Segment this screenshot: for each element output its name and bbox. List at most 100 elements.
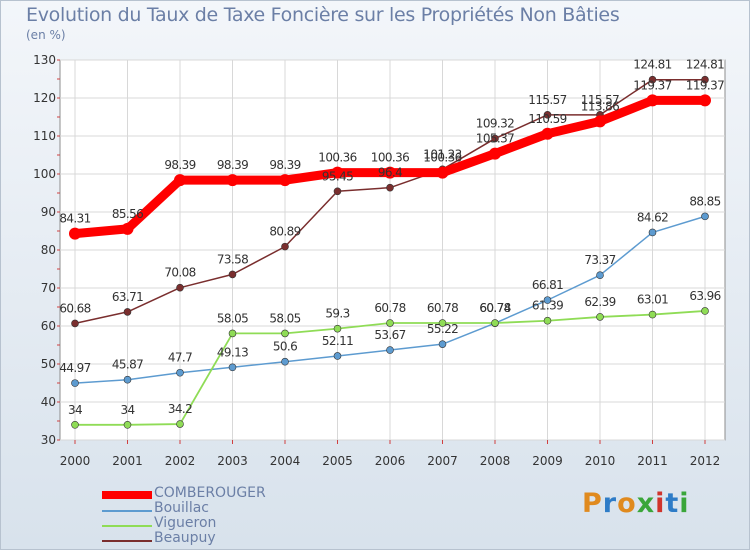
data-label: 53.67 <box>374 328 405 342</box>
legend-swatch <box>102 525 152 527</box>
data-label: 109.32 <box>476 117 514 131</box>
data-label: 47.7 <box>168 351 192 365</box>
data-label: 58.05 <box>217 311 248 325</box>
data-label: 98.39 <box>217 158 248 172</box>
proxiti-logo: Proxiti <box>582 488 690 519</box>
y-tick-label: 70 <box>41 281 56 295</box>
data-point-comberouger <box>594 115 606 128</box>
data-label: 101.23 <box>423 147 461 161</box>
data-point-vigueron <box>123 420 132 429</box>
y-tick-label: 100 <box>33 167 56 181</box>
x-tick-label: 2007 <box>427 454 458 468</box>
data-point-vigueron <box>281 329 289 338</box>
data-point-beaupuy <box>123 308 132 316</box>
data-label: 100.36 <box>318 151 356 165</box>
data-point-bouillac <box>176 368 184 377</box>
data-point-comberouger <box>699 94 711 107</box>
logo-letter: P <box>582 488 603 519</box>
data-label: 59.3 <box>325 307 349 321</box>
legend-label: Bouillac <box>154 500 209 516</box>
data-point-vigueron <box>176 420 184 428</box>
data-label: 66.81 <box>532 278 563 292</box>
data-label: 49.13 <box>217 345 248 359</box>
x-tick-label: 2003 <box>217 454 248 468</box>
legend-label: Vigueron <box>154 515 217 531</box>
data-label: 100.36 <box>423 151 461 165</box>
data-label: 61.39 <box>532 299 563 313</box>
data-label: 60.78 <box>427 301 458 315</box>
data-point-beaupuy <box>386 183 394 192</box>
data-point-comberouger <box>541 127 554 140</box>
data-label: 73.37 <box>584 253 615 267</box>
logo-letter: r <box>602 488 618 519</box>
x-tick-label: 2010 <box>585 454 616 468</box>
data-label: 73.58 <box>217 252 248 266</box>
data-point-beaupuy <box>701 75 709 84</box>
data-label: 34 <box>120 403 134 417</box>
data-point-vigueron <box>543 316 552 325</box>
legend-label: Beaupuy <box>154 530 216 546</box>
data-point-vigueron <box>333 324 342 333</box>
y-tick-label: 130 <box>33 53 56 67</box>
data-point-beaupuy <box>281 242 289 251</box>
data-label: 124.81 <box>633 58 671 72</box>
data-point-comberouger <box>384 166 396 179</box>
x-tick-label: 2006 <box>375 454 406 468</box>
data-label: 85.56 <box>112 207 143 221</box>
y-tick-label: 90 <box>41 205 56 219</box>
data-label: 60.78 <box>374 301 405 315</box>
data-point-beaupuy <box>333 187 342 196</box>
data-point-bouillac <box>71 379 79 387</box>
data-point-vigueron <box>438 319 447 327</box>
x-tick-label: 2009 <box>532 454 563 468</box>
data-point-bouillac <box>333 352 342 360</box>
logo-letter: t <box>665 488 680 519</box>
y-tick-label: 120 <box>33 91 56 105</box>
data-label: 100.36 <box>371 151 409 165</box>
data-point-beaupuy <box>71 319 79 328</box>
data-label: 124.81 <box>686 58 724 72</box>
data-point-bouillac <box>281 357 289 366</box>
data-point-bouillac <box>648 228 657 237</box>
data-label: 60.74 <box>479 301 510 315</box>
x-tick-label: 2008 <box>480 454 511 468</box>
legend-swatch <box>102 510 152 512</box>
data-label: 70.08 <box>164 266 195 280</box>
logo-letter: o <box>617 488 637 519</box>
x-tick-label: 2011 <box>637 454 668 468</box>
y-tick-label: 110 <box>33 129 56 143</box>
data-point-comberouger <box>279 174 291 187</box>
data-label: 45.87 <box>112 358 143 372</box>
data-label: 119.37 <box>686 78 724 92</box>
data-point-bouillac <box>228 363 237 372</box>
data-label: 115.57 <box>581 93 619 107</box>
data-point-bouillac <box>543 296 552 304</box>
y-tick-label: 30 <box>41 433 56 447</box>
data-point-vigueron <box>228 329 237 338</box>
x-tick-label: 2005 <box>322 454 353 468</box>
x-tick-label: 2004 <box>270 454 301 468</box>
chart-title: Evolution du Taux de Taxe Foncière sur l… <box>26 4 620 26</box>
legend-swatch <box>102 540 152 542</box>
logo-letter: x <box>636 488 656 519</box>
x-tick-label: 2000 <box>60 454 91 468</box>
data-label: 58.05 <box>269 311 300 325</box>
data-point-comberouger <box>436 166 449 179</box>
data-point-beaupuy <box>491 134 499 143</box>
data-label: 96.4 <box>378 166 402 180</box>
data-point-comberouger <box>646 94 659 107</box>
data-point-vigueron <box>648 310 657 319</box>
data-label: 98.39 <box>164 158 195 172</box>
legend-swatch <box>102 491 152 499</box>
data-label: 63.01 <box>637 293 668 307</box>
data-label: 34 <box>68 403 82 417</box>
logo-letter: i <box>655 488 666 519</box>
data-label: 84.31 <box>59 212 90 226</box>
data-label: 98.39 <box>269 158 300 172</box>
data-point-comberouger <box>69 227 81 240</box>
data-point-beaupuy <box>228 270 237 279</box>
data-label: 63.96 <box>689 289 720 303</box>
data-label: 50.6 <box>273 340 297 354</box>
data-label: 113.86 <box>581 99 619 113</box>
